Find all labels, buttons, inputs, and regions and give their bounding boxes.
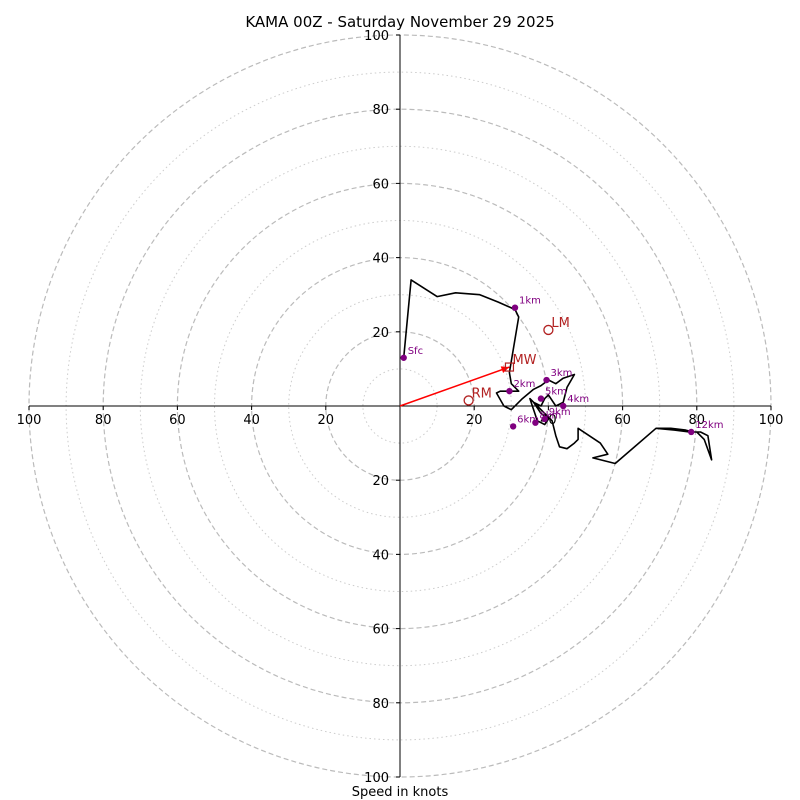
storm-motion-mw-marker (504, 362, 515, 372)
x-tick-label: 60 (614, 413, 631, 428)
height-label-9km: 9km (549, 407, 571, 418)
x-axis-label: Speed in knots (352, 785, 449, 800)
height-label-8km: 8km (539, 411, 561, 422)
height-marker-3km (543, 376, 550, 384)
height-label-6km: 6km (517, 414, 539, 425)
storm-motion-rm-marker (463, 395, 474, 406)
x-tick-label: 60 (169, 413, 186, 428)
x-tick-label: 40 (243, 413, 260, 428)
height-marker-8km (532, 419, 539, 426)
storm-motion-rm-label: RM (472, 386, 492, 401)
storm-motion-lm-marker (543, 324, 554, 336)
x-tick-label: 80 (95, 413, 112, 428)
y-tick-label: 60 (372, 177, 389, 192)
tick-labels: 100 80 60 40 20 20 40 60 80 100100806040202040608… (17, 29, 784, 786)
height-label-2km: 2km (513, 379, 535, 390)
y-tick-label: 100 (364, 29, 389, 44)
x-tick-label: 20 (318, 413, 335, 428)
y-tick-label: 80 (372, 103, 389, 118)
height-marker-12km (688, 428, 695, 436)
mean-wind-vector-layer (399, 366, 510, 407)
height-marker-1km (511, 304, 519, 311)
x-tick-label: 100 (759, 413, 784, 428)
x-tick-label: 100 (17, 413, 42, 428)
height-label-1km: 1km (519, 296, 541, 307)
x-tick-label: 20 (466, 413, 483, 428)
storm-motion-lm-label: LM (551, 316, 569, 331)
y-tick-label: 60 (372, 623, 389, 638)
height-label-Sfc: Sfc (408, 346, 423, 357)
height-label-5km: 5km (545, 387, 567, 398)
storm-motion-mw-label: MW (512, 353, 536, 368)
height-label-12km: 12km (695, 420, 723, 431)
height-marker-6km (509, 423, 517, 430)
height-marker-9km (541, 415, 548, 423)
y-tick-label: 80 (372, 697, 389, 712)
y-tick-label: 20 (372, 474, 389, 489)
storm-motion-markers: RM LM MW (463, 316, 570, 406)
y-tick-label: 40 (372, 548, 389, 563)
height-marker-Sfc (400, 354, 407, 361)
height-label-4km: 4km (567, 394, 589, 405)
chart-title: KAMA 00Z - Saturday November 29 2025 (245, 13, 554, 31)
y-tick-label: 20 (372, 326, 389, 341)
mean-wind-vector (399, 366, 510, 407)
height-marker-5km (537, 395, 545, 402)
y-tick-label: 100 (364, 771, 389, 786)
y-tick-label: 40 (372, 252, 389, 267)
height-label-3km: 3km (551, 368, 573, 379)
x-tick-label: 80 (689, 413, 706, 428)
height-marker-2km (506, 387, 513, 395)
height-marker-4km (560, 402, 567, 410)
